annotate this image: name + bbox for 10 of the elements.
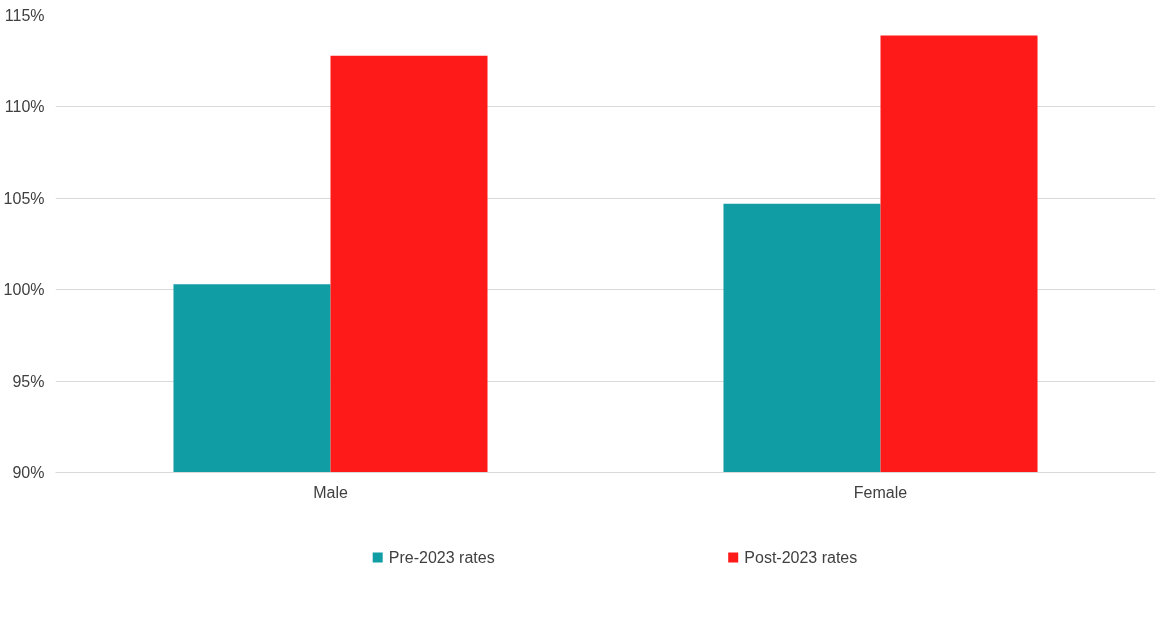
- y-tick-label: 100%: [3, 281, 45, 299]
- x-tick-label: Male: [313, 483, 348, 501]
- y-tick-label: 115%: [4, 7, 45, 24]
- y-tick-label: 90%: [12, 464, 45, 481]
- y-tick-label: 110%: [4, 98, 45, 116]
- y-tick-label: 95%: [12, 372, 45, 390]
- legend-label: Post-2023 rates: [744, 549, 858, 566]
- legend-label: Pre-2023 rates: [388, 549, 495, 566]
- y-tick-label: 105%: [3, 189, 45, 207]
- x-tick-label: Female: [853, 483, 908, 501]
